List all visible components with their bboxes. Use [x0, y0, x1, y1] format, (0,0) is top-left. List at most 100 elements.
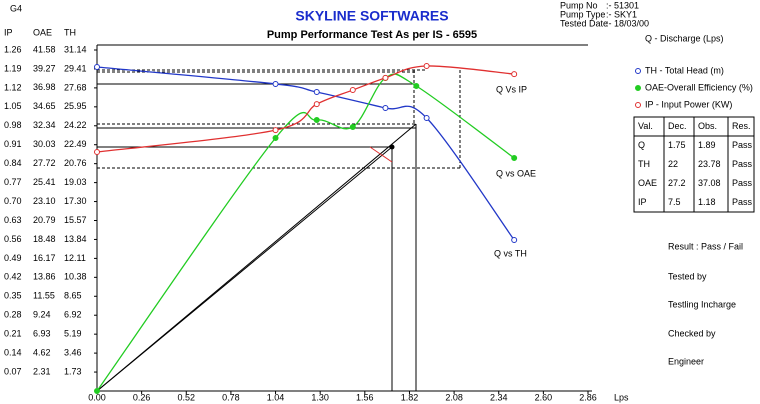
info-value: :- 18/03/00 [606, 18, 649, 28]
footer-text: Checked by [668, 328, 716, 338]
y-tick-label: 0.21 [4, 329, 22, 339]
y-tick-label: 6.93 [33, 329, 51, 339]
y-tick-label: 0.56 [4, 234, 22, 244]
footer-text: Result : Pass / Fail [668, 241, 743, 251]
y-tick-label: 0.70 [4, 196, 22, 206]
info-label: Pump Type [560, 9, 605, 19]
y-tick-label: 3.46 [64, 347, 82, 357]
data-point [313, 117, 320, 124]
legend-label: TH - Total Head (m) [645, 65, 724, 75]
x-tick-label: 1.30 [311, 392, 329, 402]
y-tick-label: 23.10 [33, 196, 56, 206]
y-tick-label: 27.72 [33, 158, 56, 168]
y-tick-label: 27.68 [64, 82, 87, 92]
table-cell: 1.18 [698, 197, 716, 207]
y-axis-label: TH [64, 27, 76, 37]
legend-label: OAE-Overall Efficiency (%) [645, 82, 753, 92]
y-tick-label: 15.57 [64, 215, 87, 225]
table-cell: Pass [732, 197, 753, 207]
data-point [382, 74, 389, 81]
company: SKYLINE SOFTWARES [295, 8, 448, 24]
reference-lines [96, 69, 461, 392]
result-table: Val. Dec. Obs. Res. Q 1.75 1.89 Pass TH 22 23.78 Pa… [633, 116, 755, 213]
table-cell: 1.89 [698, 140, 716, 150]
table-cell: 7.5 [668, 197, 681, 207]
x-tick-label: 2.08 [445, 392, 463, 402]
annotation: Q Vs IP [496, 84, 527, 94]
series-line [96, 66, 515, 241]
table-header: Val. [638, 121, 653, 131]
data-point [272, 80, 279, 87]
y-tick-label: 17.30 [64, 196, 87, 206]
table-cell: OAE [638, 178, 657, 188]
data-point [94, 63, 100, 70]
table-cell: Pass [732, 159, 753, 169]
legend-marker [635, 68, 641, 74]
y-tick-label: 0.91 [4, 139, 22, 149]
y-tick-label: 32.34 [33, 120, 56, 130]
info-value: :- SKY1 [606, 9, 637, 19]
y-tick-label: 10.38 [64, 272, 87, 282]
x-title: Q - Discharge (Lps) [645, 33, 724, 43]
data-point [349, 124, 356, 131]
x-tick-label: 0.26 [133, 392, 151, 402]
y-tick-label: 2.31 [33, 366, 51, 376]
data-point [423, 62, 430, 69]
data-point [94, 388, 100, 394]
table-cell: 23.78 [698, 159, 721, 169]
y-tick-label: 41.58 [33, 44, 56, 54]
annotation: Q vs TH [494, 248, 527, 258]
y-tick-label: 13.86 [33, 272, 56, 282]
y-tick-label: 0.98 [4, 120, 22, 130]
ref-line [369, 146, 393, 163]
y-tick-label: 0.07 [4, 366, 22, 376]
table-cell: 37.08 [698, 178, 721, 188]
legend-label: IP - Input Power (KW) [645, 99, 732, 109]
y-tick-label: 25.95 [64, 101, 87, 111]
data-point [272, 134, 279, 141]
y-tick-label: 1.26 [4, 44, 22, 54]
y-axis-label: IP [4, 27, 13, 37]
x-tick-label: 1.56 [356, 392, 374, 402]
data-point [511, 236, 518, 243]
x-tick-label: 2.60 [535, 392, 553, 402]
data-point [313, 89, 320, 96]
table-cell: Pass [732, 178, 753, 188]
data-point [413, 83, 420, 90]
y-tick-label: 13.84 [64, 234, 87, 244]
footer-text: Engineer [668, 356, 704, 366]
y-tick-label: 22.49 [64, 139, 87, 149]
info-value: :- 51301 [606, 0, 639, 10]
data-point [423, 115, 430, 122]
table-header: Obs. [698, 121, 717, 131]
y-tick-label: 11.55 [33, 291, 55, 301]
table-cell: Q [638, 140, 645, 150]
y-tick-label: 4.62 [33, 347, 51, 357]
y-tick-label: 1.19 [4, 63, 22, 73]
y-axis-label: OAE [33, 27, 52, 37]
y-tick-label: 19.03 [64, 177, 87, 187]
y-tick-label: 0.84 [4, 158, 22, 168]
y-tick-label: 1.73 [64, 366, 82, 376]
y-tick-label: 1.05 [4, 101, 22, 111]
table-cell: TH [638, 159, 650, 169]
table-header: Res. [732, 121, 751, 131]
chart-title: Pump Performance Test As per IS - 6595 [267, 29, 477, 41]
info-label: Pump No [560, 0, 598, 10]
annotation: Q vs OAE [496, 168, 536, 178]
x-tick-label: 0.00 [88, 392, 106, 402]
y-tick-label: 20.79 [33, 215, 56, 225]
y-tick-label: 6.92 [64, 310, 82, 320]
y-tick-label: 31.14 [64, 44, 87, 54]
y-tick-label: 0.42 [4, 272, 22, 282]
y-tick-label: 0.14 [4, 347, 22, 357]
y-tick-label: 0.28 [4, 310, 22, 320]
x-tick-label: 2.34 [490, 392, 508, 402]
x-axis-label: Lps [614, 392, 629, 402]
table-cell: 1.75 [668, 140, 686, 150]
data-point [511, 155, 518, 162]
y-tick-label: 8.65 [64, 291, 82, 301]
page-code: G4 [10, 3, 22, 13]
table-header: Dec. [668, 121, 687, 131]
